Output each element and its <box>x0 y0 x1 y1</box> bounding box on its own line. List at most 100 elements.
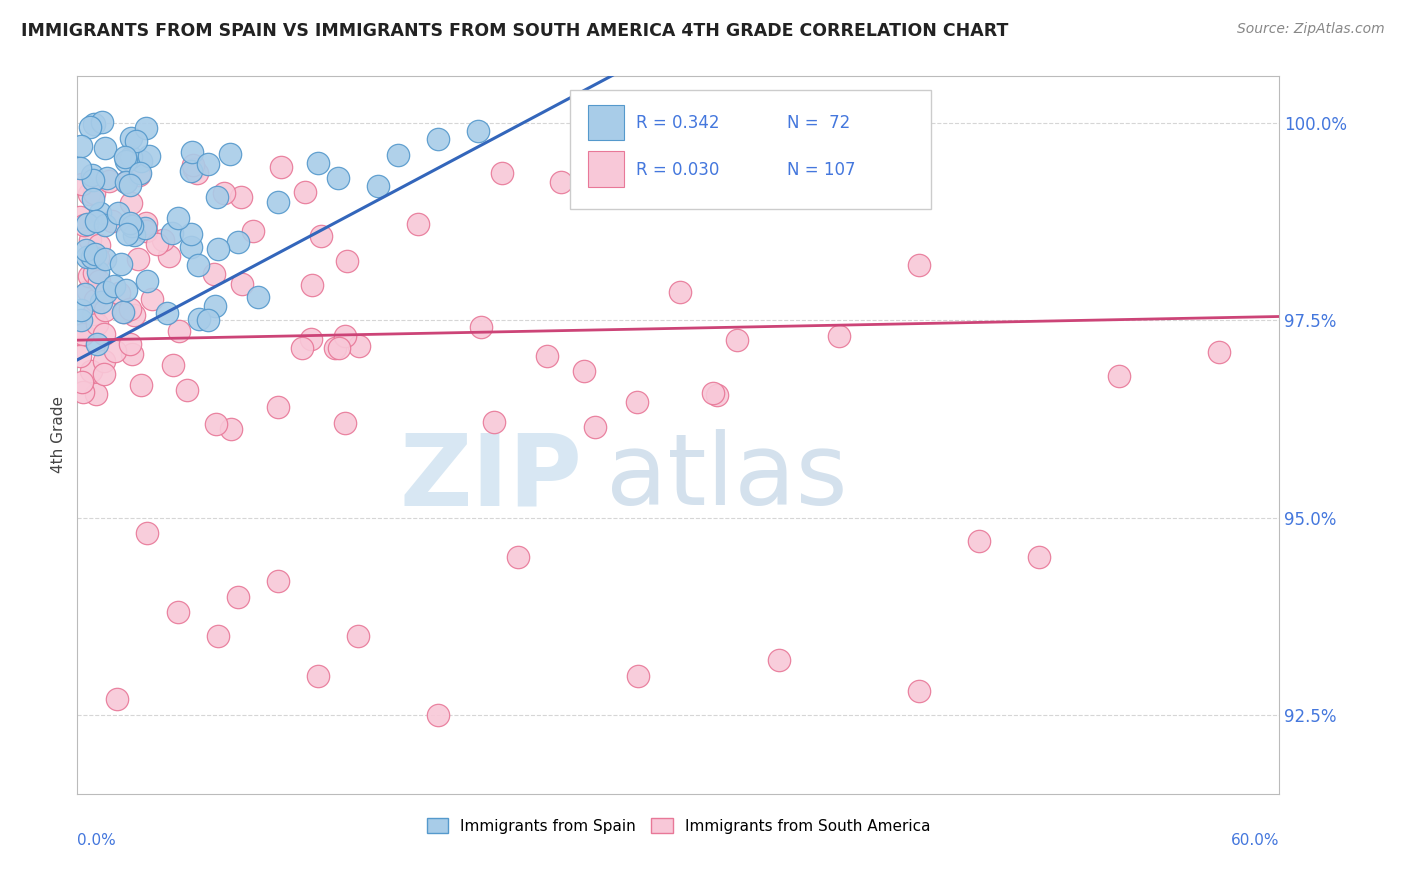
Point <box>427 708 450 723</box>
Point <box>80 168 103 182</box>
Point <box>1028 550 1050 565</box>
Text: 60.0%: 60.0% <box>1232 833 1279 848</box>
Point <box>94 219 117 233</box>
Point <box>166 606 188 620</box>
Point <box>724 183 747 197</box>
Point <box>82 307 104 321</box>
Point <box>129 154 152 169</box>
Point <box>908 684 931 698</box>
Point <box>207 243 229 257</box>
Point <box>333 329 356 343</box>
Point <box>197 313 219 327</box>
Point <box>267 195 290 210</box>
Point <box>141 292 163 306</box>
Point <box>169 324 191 338</box>
Text: ZIP: ZIP <box>399 429 582 526</box>
Point <box>205 190 228 204</box>
Point <box>104 343 127 358</box>
Point <box>82 173 104 187</box>
Point <box>188 312 211 326</box>
Point <box>114 150 136 164</box>
Point <box>69 161 91 176</box>
Text: 0.0%: 0.0% <box>77 833 117 848</box>
Text: atlas: atlas <box>606 429 848 526</box>
Point <box>79 233 101 247</box>
Point <box>110 257 132 271</box>
Point <box>828 329 851 343</box>
Point <box>75 286 97 301</box>
Point <box>89 206 111 220</box>
Point <box>307 155 329 169</box>
Point <box>83 247 105 261</box>
Point <box>86 386 108 401</box>
Point <box>93 354 115 368</box>
Point <box>80 250 103 264</box>
Point <box>427 132 450 146</box>
Point <box>128 169 150 183</box>
Legend: Immigrants from Spain, Immigrants from South America: Immigrants from Spain, Immigrants from S… <box>420 813 936 840</box>
Point <box>626 394 648 409</box>
Point <box>79 248 101 262</box>
Point <box>70 177 93 191</box>
Point <box>84 213 107 227</box>
Point <box>96 170 118 185</box>
Point <box>70 302 93 317</box>
Point <box>146 236 169 251</box>
Point <box>107 692 129 706</box>
Point <box>118 337 141 351</box>
Point <box>470 319 492 334</box>
Point <box>120 131 142 145</box>
Point <box>706 387 728 401</box>
Point <box>491 166 513 180</box>
Point <box>76 217 98 231</box>
FancyBboxPatch shape <box>571 90 931 209</box>
Text: IMMIGRANTS FROM SPAIN VS IMMIGRANTS FROM SOUTH AMERICA 4TH GRADE CORRELATION CHA: IMMIGRANTS FROM SPAIN VS IMMIGRANTS FROM… <box>21 22 1008 40</box>
Point <box>115 153 138 168</box>
Point <box>270 160 292 174</box>
Bar <box>588 152 624 187</box>
Text: Source: ZipAtlas.com: Source: ZipAtlas.com <box>1237 22 1385 37</box>
Point <box>294 185 316 199</box>
Point <box>231 277 253 291</box>
Point <box>69 210 91 224</box>
Point <box>73 218 96 232</box>
Point <box>336 254 359 268</box>
Point <box>115 283 138 297</box>
Point <box>70 328 93 343</box>
Point <box>242 224 264 238</box>
Point <box>82 192 104 206</box>
Point <box>536 350 558 364</box>
Point <box>93 326 115 341</box>
Point <box>112 305 135 319</box>
Point <box>299 332 322 346</box>
Point <box>160 226 183 240</box>
Point <box>180 145 202 159</box>
Point <box>127 252 149 266</box>
Point <box>181 158 204 172</box>
Point <box>72 376 94 390</box>
Point <box>120 216 142 230</box>
Point <box>76 250 98 264</box>
Point <box>77 268 100 283</box>
Point <box>77 187 100 202</box>
Point <box>70 139 93 153</box>
Point <box>619 164 641 178</box>
Point <box>107 206 129 220</box>
Point <box>702 386 724 401</box>
Point <box>134 221 156 235</box>
Point <box>221 422 243 436</box>
Point <box>112 305 135 319</box>
Point <box>301 277 323 292</box>
Point <box>83 186 105 200</box>
Point <box>152 233 174 247</box>
Y-axis label: 4th Grade: 4th Grade <box>51 396 66 474</box>
Point <box>205 417 228 432</box>
Point <box>117 227 139 241</box>
Point <box>115 175 138 189</box>
Point <box>335 416 357 430</box>
Point <box>166 211 188 225</box>
Point <box>94 285 117 300</box>
Point <box>103 279 125 293</box>
Point <box>197 157 219 171</box>
Point <box>108 285 131 300</box>
